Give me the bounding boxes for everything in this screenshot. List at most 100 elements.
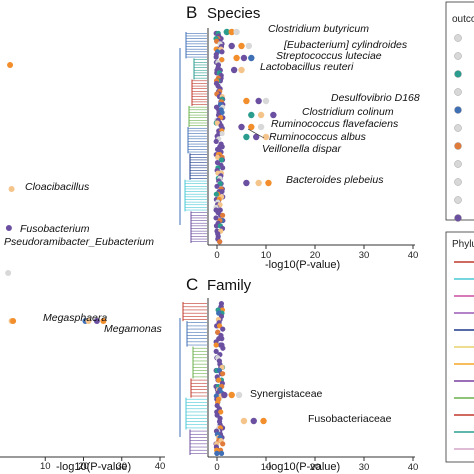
b-tick-label: 40 <box>408 250 419 261</box>
b-point <box>220 212 226 218</box>
panel-a-tick-label: 40 <box>155 461 166 472</box>
panel-a-tick-label: 10 <box>40 461 51 472</box>
c-tick-label: 20 <box>310 462 321 473</box>
b-point <box>233 28 240 36</box>
c-point <box>220 371 226 377</box>
panel-b-x-axis-label: -log10(P-value) <box>265 259 340 271</box>
panel-a-point <box>10 318 17 324</box>
b-point <box>262 97 270 105</box>
b-point <box>217 239 223 245</box>
b-point <box>219 130 225 137</box>
outcome-legend-title: outco <box>452 14 474 25</box>
c-point <box>220 326 226 332</box>
c-point <box>221 391 228 399</box>
c-point <box>214 450 220 457</box>
panel-a-label-fusobacterium: Fusobacterium <box>20 223 90 235</box>
c-tick-label: 40 <box>408 462 419 473</box>
b-point <box>219 57 225 63</box>
panel-a-x-axis-label: -log10(P-value) <box>56 461 131 473</box>
panel-b-label-lactobacillus-reuteri: Lactobacillus reuteri <box>260 61 354 73</box>
panel-c-title: Family <box>207 277 252 294</box>
c-point <box>250 417 257 425</box>
panel-b-label-ruminococcus-albus: Ruminococcus albus <box>269 131 367 143</box>
c-point <box>213 348 219 355</box>
b-point <box>270 111 277 119</box>
c-point <box>215 329 221 335</box>
panel-c-phylogenetic-tree <box>179 302 207 455</box>
panel-b-label-clostridium-colinum: Clostridium colinum <box>302 106 394 118</box>
c-point <box>219 336 225 342</box>
panel-b-letter: B <box>186 3 197 22</box>
b-point <box>240 54 248 62</box>
b-point <box>243 179 250 187</box>
b-point <box>213 223 220 229</box>
outcome-legend-key <box>454 142 462 150</box>
b-point <box>214 120 220 126</box>
b-point <box>223 28 230 36</box>
b-tick-label: 0 <box>214 250 219 261</box>
b-point <box>214 183 220 189</box>
b-point <box>243 97 250 105</box>
b-tick-label: 20 <box>310 250 321 261</box>
b-point <box>238 123 245 131</box>
outcome-legend-key <box>454 106 462 114</box>
outcome-legend-key <box>454 196 462 204</box>
panel-c-letter: C <box>186 275 198 294</box>
b-point <box>228 42 235 50</box>
panel-a-label-cloacibacillus: Cloacibacillus <box>25 181 90 193</box>
outcome-legend-key <box>454 214 462 222</box>
panel-c-label-synergistaceae: Synergistaceae <box>250 388 323 400</box>
b-point <box>213 215 219 221</box>
panel-b: B Species 0 10 20 30 40 Clostridium butyricu… <box>179 3 420 271</box>
b-point <box>238 66 245 74</box>
outcome-legend-key <box>454 160 462 168</box>
panel-a-label-megasphaera: Megasphaera <box>43 312 107 324</box>
panel-a-tick-label: 20 <box>78 461 89 472</box>
panel-c-label-fusobacteriaceae: Fusobacteriaceae <box>308 413 392 425</box>
c-point <box>228 391 235 399</box>
panel-a-label-pseudoramibacter: Pseudoramibacter_Eubacterium <box>4 236 154 248</box>
panel-b-label-veillonella-dispar: Veillonella dispar <box>262 143 341 155</box>
b-point <box>243 133 250 141</box>
panel-b-label-eubacterium-cylindroides: [Eubacterium] cylindroides <box>283 39 408 51</box>
phylum-legend: Phylu <box>445 231 474 463</box>
b-point <box>214 154 221 160</box>
c-point <box>235 391 243 399</box>
phylum-legend-title: Phylu <box>452 239 474 250</box>
panel-b-label-ruminococcus-flavefaciens: Ruminococcus flavefaciens <box>271 118 399 130</box>
b-tick-label: 30 <box>359 250 370 261</box>
b-point <box>262 133 270 141</box>
b-point <box>253 133 260 141</box>
panel-b-label-desulfovibrio: Desulfovibrio D168 <box>331 92 420 104</box>
b-point <box>265 179 272 187</box>
outcome-legend-key <box>454 52 462 60</box>
c-tick-label: 0 <box>214 462 219 473</box>
c-point <box>260 417 267 425</box>
c-tick-label: 10 <box>261 462 272 473</box>
panel-b-leader-line <box>247 128 265 139</box>
b-point <box>248 111 255 119</box>
panel-b-phylogenetic-tree <box>179 32 207 243</box>
b-point <box>245 42 253 50</box>
b-point <box>248 123 255 131</box>
b-point <box>233 54 240 62</box>
panel-a-point <box>5 225 12 231</box>
panel-a-point <box>7 62 14 68</box>
b-point <box>213 138 219 145</box>
c-tick-label: 30 <box>359 462 370 473</box>
b-point <box>255 179 262 187</box>
panel-c-x-axis-label: -log10(P-value) <box>265 461 340 473</box>
outcome-legend-key <box>454 88 462 96</box>
panel-a-point <box>93 318 100 324</box>
b-point <box>220 165 226 171</box>
panel-a: 10 20 30 40 Cloacibacillus Fusobacterium Ps… <box>0 62 165 473</box>
b-point <box>213 191 219 197</box>
b-tick-label: 10 <box>261 250 272 261</box>
c-point <box>218 409 224 415</box>
b-point <box>218 157 225 163</box>
c-point <box>240 417 248 425</box>
b-point <box>257 123 265 131</box>
outcome-legend-key <box>454 70 462 78</box>
c-point <box>220 441 226 447</box>
c-point <box>213 342 219 348</box>
